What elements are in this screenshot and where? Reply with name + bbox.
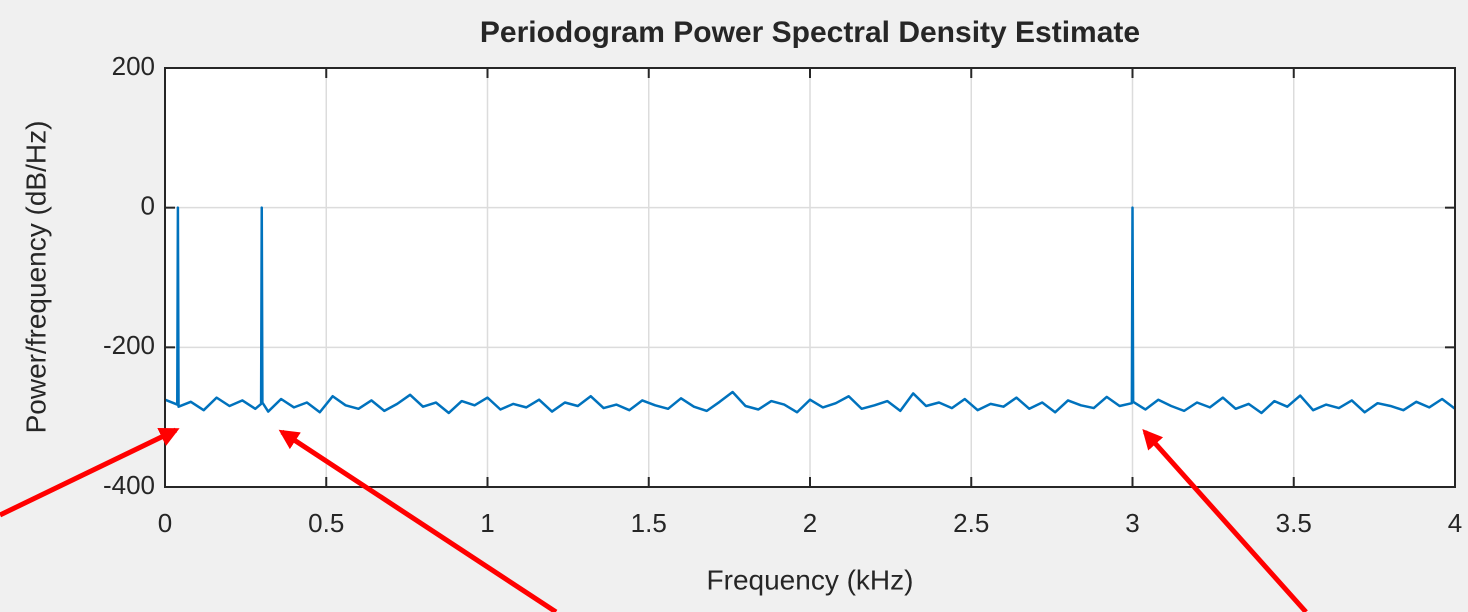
arrow bbox=[1142, 429, 1308, 612]
y-tick-label: 0 bbox=[141, 191, 155, 221]
labels: 0 0.5 1 1.5 2 2.5 3 3.5 4 -400 -200 0 200 bbox=[103, 51, 1462, 538]
x-tick-label: 3 bbox=[1125, 508, 1139, 538]
annotations bbox=[0, 427, 1308, 612]
x-tick-label: 4 bbox=[1448, 508, 1462, 538]
chart-title: Periodogram Power Spectral Density Estim… bbox=[480, 16, 1140, 49]
x-tick-label: 2 bbox=[803, 508, 817, 538]
y-tick-label: -200 bbox=[103, 330, 155, 360]
y-axis-label: Power/frequency (dB/Hz) bbox=[20, 121, 51, 434]
y-tick-label: 200 bbox=[112, 51, 155, 81]
x-tick-label: 3.5 bbox=[1276, 508, 1312, 538]
x-tick-label: 2.5 bbox=[953, 508, 989, 538]
x-tick-label: 1.5 bbox=[631, 508, 667, 538]
lines bbox=[164, 206, 1456, 415]
x-axis-label: Frequency (kHz) bbox=[707, 564, 914, 595]
y-tick-label: -400 bbox=[103, 470, 155, 500]
x-tick-label: 1 bbox=[480, 508, 494, 538]
x-tick-label: 0.5 bbox=[308, 508, 344, 538]
x-tick-label: 0 bbox=[158, 508, 172, 538]
series-line bbox=[164, 206, 1456, 415]
arrow bbox=[0, 427, 180, 518]
arrow bbox=[278, 429, 558, 612]
